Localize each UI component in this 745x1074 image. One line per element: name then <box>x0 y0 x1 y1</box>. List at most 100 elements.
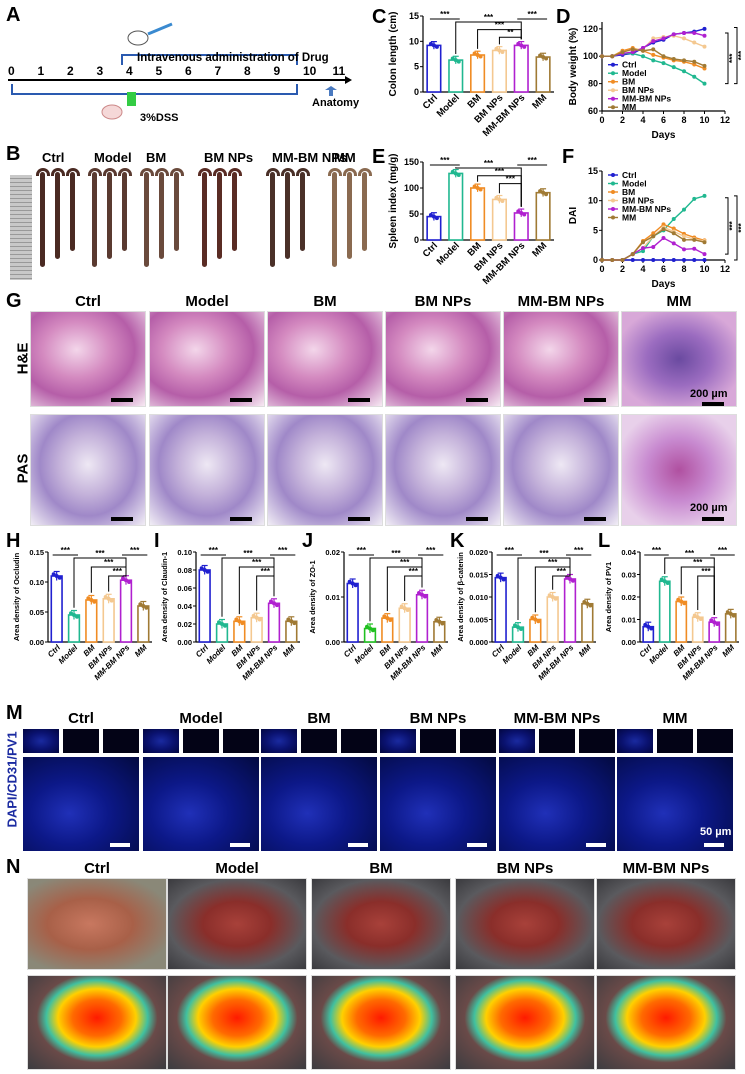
bar-mm-bm-nps <box>119 579 133 643</box>
data-point <box>661 54 666 59</box>
data-point <box>475 186 480 190</box>
y-tick-label: 0.03 <box>621 571 636 580</box>
bar-ctrl <box>426 44 442 93</box>
data-point <box>702 258 707 262</box>
data-point <box>651 258 656 262</box>
data-point <box>547 593 552 598</box>
colon-specimen <box>270 172 275 267</box>
data-point <box>692 246 697 251</box>
data-point <box>516 625 520 630</box>
data-point <box>550 595 555 599</box>
data-point <box>440 621 445 626</box>
y-tick-label: 0.02 <box>621 593 636 602</box>
data-point <box>661 61 666 66</box>
series-line <box>602 223 705 261</box>
data-point <box>651 36 656 41</box>
colon-specimen <box>107 172 112 259</box>
legend-item: Ctrl <box>608 60 637 70</box>
significance-label: *** <box>505 546 515 555</box>
significance-label: *** <box>728 53 737 63</box>
timeline-day-10: 10 <box>303 64 317 78</box>
colon-heatmap-photo <box>311 975 451 1070</box>
colon-specimen <box>174 172 179 251</box>
dss-bracket <box>11 84 298 95</box>
significance-label: *** <box>737 222 745 232</box>
significance-label: *** <box>130 546 140 555</box>
significance-label: *** <box>685 549 695 558</box>
data-point <box>682 69 686 74</box>
x-tick-label: 8 <box>681 264 686 274</box>
mouse-dss-icon <box>101 104 123 120</box>
data-point <box>538 189 543 194</box>
data-point <box>103 595 108 599</box>
y-axis-label: Area density of PV1 <box>604 562 613 632</box>
y-tick-label: 150 <box>404 157 419 167</box>
data-point <box>478 54 483 59</box>
x-tick-label: 8 <box>681 115 686 125</box>
anatomy-label: Anatomy <box>312 97 360 109</box>
colon-cecum <box>155 168 169 176</box>
y-axis-label: Area density of β-catenin <box>456 552 465 642</box>
fluorescence-thumbnail <box>419 728 457 754</box>
panel-label-i: I <box>154 530 160 552</box>
colon-cecum <box>343 168 357 176</box>
panel-label-e: E <box>372 146 386 168</box>
colon-cecum <box>328 168 342 176</box>
significance-label: *** <box>548 558 558 567</box>
fluorescence-thumbnail <box>578 728 616 754</box>
row-label-dapi-cd31-pv1: DAPI/CD31/PV1 <box>4 731 20 828</box>
bar-model <box>448 172 464 241</box>
significance-bracket: *** <box>429 10 460 20</box>
bar-bm <box>675 600 688 643</box>
data-point <box>676 597 681 602</box>
legend-label: MM-BM NPs <box>622 94 671 104</box>
bar-mm <box>535 191 551 241</box>
data-point <box>585 601 590 606</box>
y-axis-label: Spleen index (mg/g) <box>388 153 399 248</box>
pas-image <box>385 414 501 526</box>
legend-item: Model <box>608 179 647 189</box>
data-point <box>649 626 654 631</box>
bar-mm-bm-nps <box>513 44 529 93</box>
data-point <box>651 47 656 52</box>
data-point <box>522 44 527 49</box>
data-point <box>428 41 433 46</box>
chart-svg: 0.00 0.02 0.04 0.06 0.08 0.10 Area density of … <box>160 546 300 682</box>
x-tick-label: 2 <box>620 264 625 274</box>
chart-body-weight: 60 80 100 120 0 2 4 6 8 10 12 Days Body weight (%) Ct… <box>566 16 745 141</box>
data-point <box>661 227 666 232</box>
colon-group-label: Ctrl <box>42 150 65 165</box>
fluorescence-thumbnail <box>222 728 260 754</box>
data-point <box>234 617 239 622</box>
significance-bracket: *** <box>734 195 745 261</box>
y-tick-label: 80 <box>588 79 598 89</box>
x-tick-label: 2 <box>620 115 625 125</box>
x-tick-label: Model <box>435 240 462 267</box>
data-point <box>620 50 625 55</box>
bar-mm <box>137 605 150 643</box>
colon-specimen <box>40 172 45 267</box>
m-column-label: Ctrl <box>68 710 94 727</box>
data-point <box>519 210 524 215</box>
y-axis-label: Area density of Claudin-1 <box>160 552 169 642</box>
data-point <box>417 590 421 595</box>
colon-cecum <box>228 168 242 176</box>
data-point <box>709 618 714 623</box>
timeline-day-0: 0 <box>8 64 15 78</box>
g-column-label: MM-BM NPs <box>517 293 605 310</box>
data-point <box>630 252 635 257</box>
y-axis-label: Area density of ZO-1 <box>308 560 317 633</box>
significance-label: *** <box>400 558 410 567</box>
pas-image <box>267 414 383 526</box>
timeline-day-7: 7 <box>214 64 222 78</box>
legend-label: BM NPs <box>622 85 654 95</box>
y-tick-label: 0.00 <box>177 638 192 647</box>
dss-label: 3%DSS <box>140 112 179 124</box>
legend-item: Model <box>608 68 647 78</box>
bar-bm <box>470 54 486 93</box>
bar-ctrl <box>50 575 63 643</box>
fluorescence-merged-image <box>379 756 497 852</box>
colon-group-label: BM NPs <box>204 150 254 165</box>
x-tick-label: 12 <box>720 264 730 274</box>
